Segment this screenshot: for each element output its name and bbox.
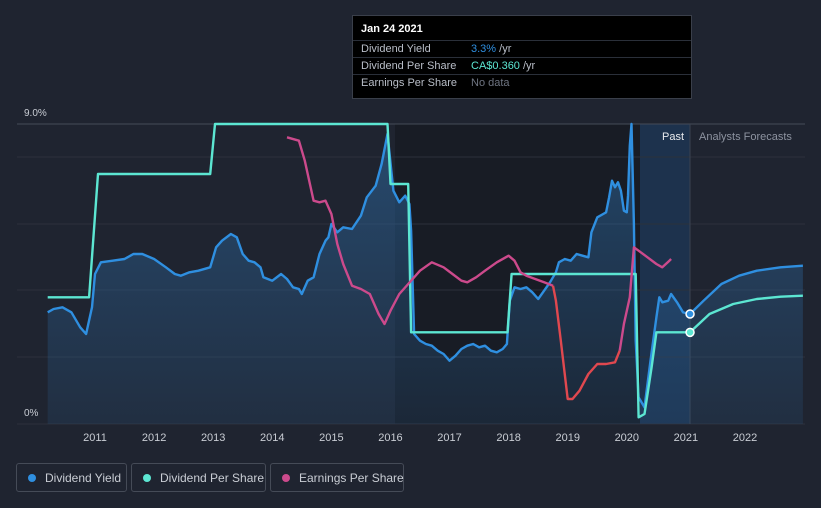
tooltip-row-dividend-per-share: Dividend Per Share CA$0.360 /yr xyxy=(353,57,691,75)
tooltip-unit: /yr xyxy=(499,43,512,55)
legend-label: Dividend Per Share xyxy=(160,471,265,485)
legend-dividend-yield[interactable]: Dividend Yield xyxy=(16,463,127,492)
y-tick-label: 9.0% xyxy=(24,108,47,119)
legend-label: Dividend Yield xyxy=(45,471,122,485)
x-tick-label: 2017 xyxy=(437,432,461,444)
dividend-per-share-line xyxy=(47,122,803,419)
x-tick-label: 2022 xyxy=(733,432,757,444)
y-tick-label: 0% xyxy=(24,408,39,419)
earnings-per-share-line xyxy=(286,136,554,326)
tooltip-date: Jan 24 2021 xyxy=(361,23,423,35)
legend-earnings-per-share[interactable]: Earnings Per Share xyxy=(270,463,404,492)
x-tick-label: 2015 xyxy=(319,432,343,444)
x-tick-label: 2019 xyxy=(555,432,579,444)
tooltip-value: No data xyxy=(471,77,510,89)
earnings-per-share-line xyxy=(551,285,621,401)
legend-dot-icon xyxy=(143,474,151,482)
tooltip-label: Dividend Per Share xyxy=(361,60,457,72)
legend-dot-icon xyxy=(28,474,36,482)
dividend-per-share-marker xyxy=(685,327,695,338)
hover-tooltip: Jan 24 2021 Dividend Yield 3.3% /yr Divi… xyxy=(352,15,692,99)
legend-dot-icon xyxy=(282,474,290,482)
tooltip-value: CA$0.360 xyxy=(471,60,520,72)
x-tick-label: 2020 xyxy=(615,432,639,444)
x-tick-label: 2018 xyxy=(496,432,520,444)
x-tick-label: 2011 xyxy=(83,432,107,444)
x-tick-label: 2013 xyxy=(201,432,225,444)
tooltip-label: Earnings Per Share xyxy=(361,77,457,89)
x-tick-label: 2021 xyxy=(674,432,698,444)
x-tick-label: 2012 xyxy=(142,432,166,444)
tooltip-unit: /yr xyxy=(523,60,536,72)
tooltip-label: Dividend Yield xyxy=(361,43,431,55)
legend-dividend-per-share[interactable]: Dividend Per Share xyxy=(131,463,266,492)
dividend-yield-line xyxy=(47,122,803,409)
x-tick-label: 2016 xyxy=(378,432,402,444)
tooltip-row-earnings-per-share: Earnings Per Share No data xyxy=(353,74,691,92)
tooltip-value: 3.3% xyxy=(471,43,497,55)
dividend-yield-marker xyxy=(685,309,695,319)
forecast-label: Analysts Forecasts xyxy=(699,131,792,143)
dividend-yield-area xyxy=(47,124,803,424)
legend-label: Earnings Per Share xyxy=(299,471,404,485)
past-label: Past xyxy=(662,131,684,143)
x-tick-label: 2014 xyxy=(260,432,284,444)
earnings-per-share-line xyxy=(618,246,672,351)
tooltip-row-dividend-yield: Dividend Yield 3.3% /yr xyxy=(353,40,691,58)
